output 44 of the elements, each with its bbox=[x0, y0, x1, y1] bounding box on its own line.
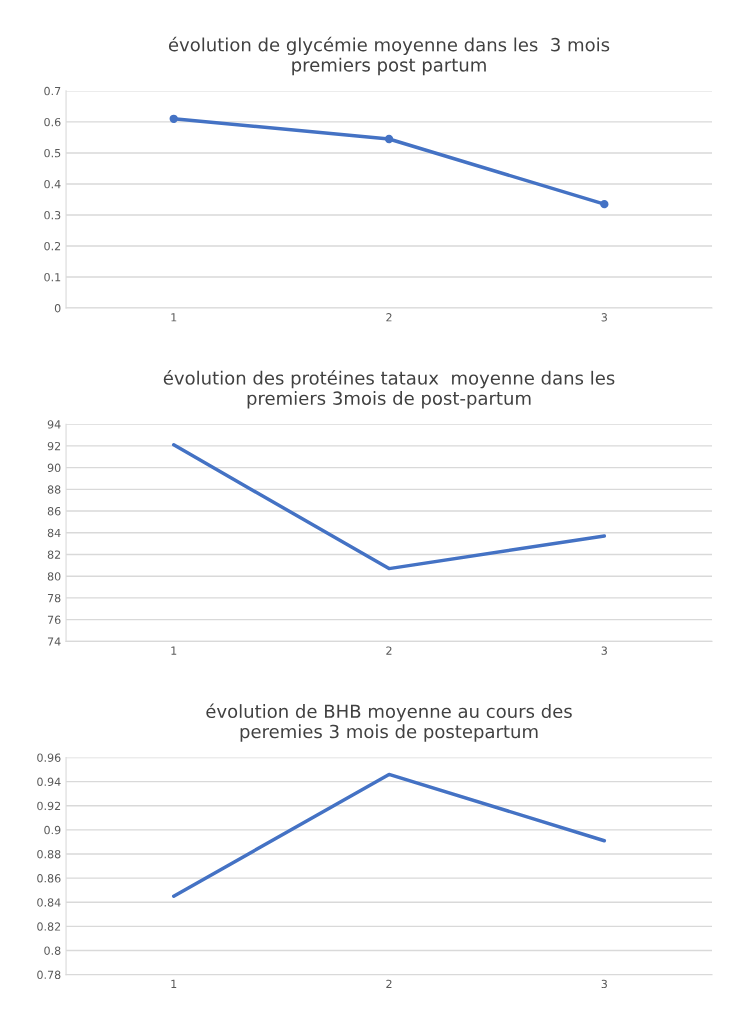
y-tick-label: 74 bbox=[47, 637, 61, 646]
y-tick-label: 92 bbox=[47, 441, 61, 451]
point bbox=[600, 199, 609, 209]
y-tick-label: 0.82 bbox=[37, 922, 61, 931]
x-tick-label: 1 bbox=[171, 979, 177, 988]
y-tick-label: 82 bbox=[47, 550, 61, 559]
y-tick-label: 0.5 bbox=[44, 148, 61, 158]
x-tick-label: 2 bbox=[386, 979, 392, 988]
y-tick-label: 78 bbox=[47, 593, 61, 603]
x-tick-label: 3 bbox=[601, 646, 607, 655]
y-tick-label: 0.92 bbox=[37, 801, 61, 811]
x-tick-label: 3 bbox=[601, 313, 607, 322]
y-tick-label: 0.3 bbox=[44, 210, 61, 220]
y-tick-label: 86 bbox=[47, 507, 61, 516]
y-tick-label: 0 bbox=[54, 304, 61, 313]
y-tick-label: 0.78 bbox=[37, 970, 61, 980]
chart-title: évolution de glycémie moyenne dans les 3 mois premiers post partum bbox=[168, 36, 610, 76]
x-tick-label: 2 bbox=[386, 646, 392, 655]
y-tick-label: 0.6 bbox=[44, 117, 61, 127]
chart-title: évolution des protéines tataux moyenne dans les premiers 3mois de post-partum bbox=[163, 370, 615, 409]
y-tick-label: 0.86 bbox=[37, 874, 61, 883]
y-tick-label: 0.7 bbox=[44, 86, 61, 96]
y-tick-label: 80 bbox=[47, 572, 61, 581]
point bbox=[384, 134, 394, 144]
y-tick-label: 0.4 bbox=[44, 179, 61, 189]
point bbox=[169, 114, 178, 123]
x-tick-label: 1 bbox=[171, 313, 177, 322]
y-tick-label: 0.94 bbox=[37, 777, 61, 787]
chart-title: évolution de BHB moyenne au cours des peremies 3 mois de postepartum bbox=[206, 703, 572, 742]
y-tick-label: 0.96 bbox=[37, 753, 61, 762]
x-tick-label: 3 bbox=[601, 979, 607, 989]
y-tick-label: 84 bbox=[47, 528, 61, 538]
y-tick-label: 94 bbox=[47, 420, 61, 429]
x-tick-label: 1 bbox=[171, 646, 177, 655]
y-tick-label: 0.2 bbox=[44, 241, 61, 251]
y-tick-label: 0.9 bbox=[44, 825, 61, 835]
y-tick-label: 0.84 bbox=[37, 898, 61, 907]
x-tick-label: 2 bbox=[386, 313, 392, 322]
y-tick-label: 88 bbox=[47, 485, 61, 494]
y-tick-label: 0.1 bbox=[44, 273, 61, 282]
y-tick-label: 0.8 bbox=[44, 946, 61, 955]
y-tick-label: 0.88 bbox=[37, 849, 61, 859]
y-tick-label: 76 bbox=[47, 615, 61, 625]
y-tick-label: 90 bbox=[47, 463, 61, 473]
